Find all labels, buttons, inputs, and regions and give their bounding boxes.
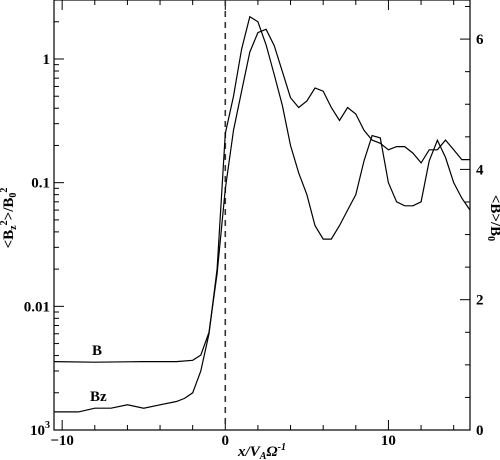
series-bz-label: Bz <box>90 389 107 405</box>
x-tick-label: −10 <box>50 433 74 449</box>
series-b-label: B <box>92 343 102 359</box>
right-tick-label: 2 <box>476 293 484 309</box>
x-tick-label: 0 <box>222 433 230 449</box>
right-axis-title: <B>/B0 <box>485 195 500 241</box>
ticks <box>54 0 470 431</box>
right-tick-label: 4 <box>476 162 484 178</box>
series-b-line <box>53 28 470 363</box>
left-tick-label: 103 <box>30 420 50 439</box>
series-bz-line <box>54 15 471 413</box>
right-tick-label: 0 <box>476 423 484 439</box>
x-axis-title: x/VAΩ-1 <box>237 442 286 460</box>
left-axis-title: <Bz2>/B02 <box>0 188 19 249</box>
plot-frame <box>53 0 471 431</box>
right-tick-label: 6 <box>476 32 484 48</box>
left-tick-label: 1 <box>43 52 51 68</box>
left-tick-label: 0.1 <box>31 176 50 192</box>
x-tick-label: 10 <box>381 433 396 449</box>
left-tick-label: 0.01 <box>24 299 50 315</box>
